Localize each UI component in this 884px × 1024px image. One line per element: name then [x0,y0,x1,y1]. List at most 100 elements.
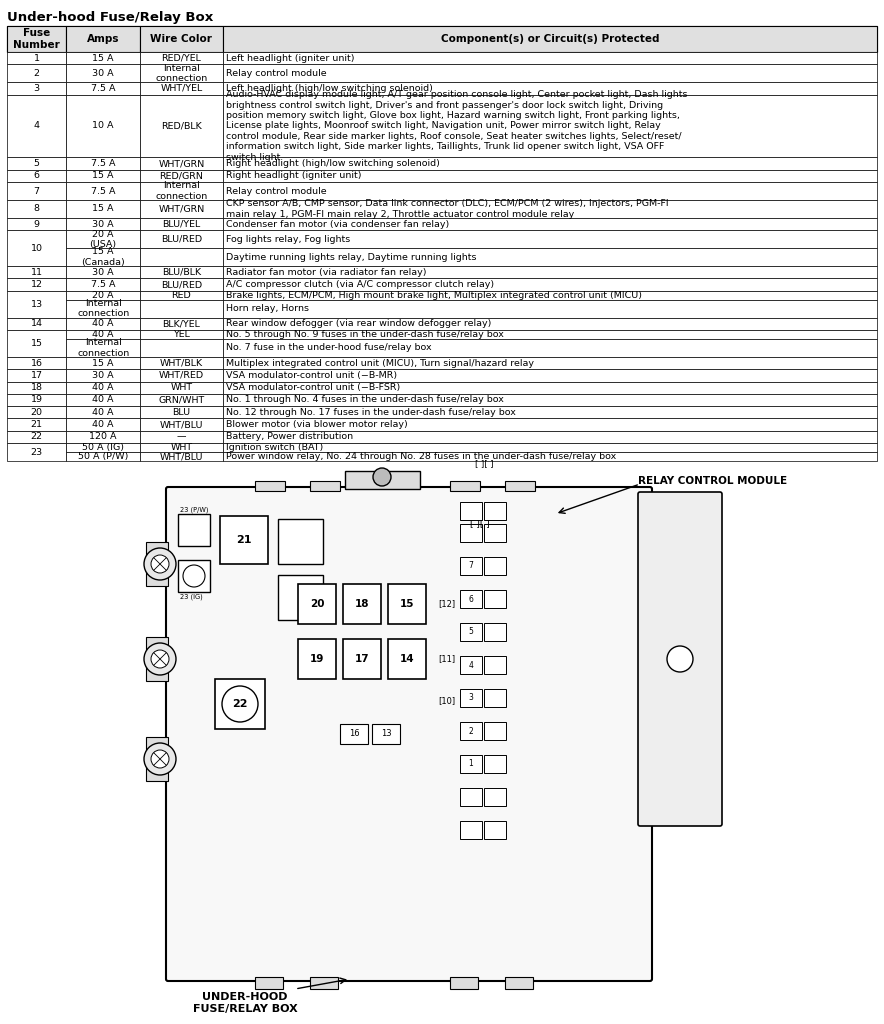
Bar [140,452,223,461]
Bar [140,300,223,317]
Bar [505,977,533,989]
Text: 21: 21 [31,420,42,429]
Bar [460,557,482,575]
Text: Amps: Amps [87,34,119,44]
Text: Audio-HVAC display module light, A/T gear position console light, Center pocket : Audio-HVAC display module light, A/T gea… [225,90,687,162]
Text: 40 A: 40 A [93,408,114,417]
Text: 8: 8 [34,205,40,213]
Text: Internal
connection: Internal connection [77,299,129,318]
Text: 13: 13 [381,729,392,738]
Text: [ ][ ]: [ ][ ] [470,519,490,528]
Bar [298,639,336,679]
Text: WHT: WHT [171,443,193,452]
Text: 5: 5 [469,628,474,637]
Bar [7,26,877,52]
Circle shape [151,555,169,573]
Bar [140,230,223,248]
Bar [140,218,223,230]
Text: Fog lights relay, Fog lights: Fog lights relay, Fog lights [225,234,350,244]
Bar [223,291,877,300]
Bar [484,788,506,806]
Text: [ ][ ]: [ ][ ] [475,460,493,469]
Bar [310,481,340,490]
Bar [223,330,877,339]
Bar [223,431,877,443]
Bar [66,300,140,317]
Text: Internal
connection: Internal connection [156,181,208,201]
Bar [66,26,140,52]
Text: 50 A (P/W): 50 A (P/W) [78,452,128,461]
Bar [223,452,877,461]
Bar [7,182,66,200]
Text: 19: 19 [31,395,42,404]
Bar [372,724,400,744]
Bar [66,182,140,200]
Bar [66,170,140,182]
Bar [7,394,66,407]
Bar [7,230,66,266]
Text: 17: 17 [31,371,42,380]
Bar [388,584,426,624]
Text: BLU/YEL: BLU/YEL [163,219,201,228]
Bar [223,443,877,452]
Text: VSA modulator-control unit (−B-MR): VSA modulator-control unit (−B-MR) [225,371,397,380]
Text: VSA modulator-control unit (−B-FSR): VSA modulator-control unit (−B-FSR) [225,383,400,392]
Text: 12: 12 [31,281,42,289]
Bar [7,218,66,230]
Text: 40 A: 40 A [93,319,114,329]
Bar [343,639,381,679]
Bar [345,471,420,489]
Bar [223,200,877,218]
Bar [66,279,140,291]
Text: 16: 16 [348,729,359,738]
Text: 6: 6 [469,595,474,603]
Bar [450,977,478,989]
Text: Condenser fan motor (via condenser fan relay): Condenser fan motor (via condenser fan r… [225,219,449,228]
Text: 30 A: 30 A [92,371,114,380]
Text: WHT/YEL: WHT/YEL [160,84,202,93]
Circle shape [183,565,205,587]
Text: Relay control module: Relay control module [225,186,326,196]
Text: 14: 14 [31,319,42,329]
Bar [484,722,506,740]
Text: 7.5 A: 7.5 A [91,84,116,93]
Bar [7,170,66,182]
Text: RELAY CONTROL MODULE: RELAY CONTROL MODULE [638,476,787,486]
Bar [66,370,140,382]
Bar [140,200,223,218]
Text: 3: 3 [34,84,40,93]
Text: 50 A (IG): 50 A (IG) [82,443,124,452]
Bar [255,977,283,989]
Bar [223,26,877,52]
Circle shape [144,548,176,580]
Bar [223,407,877,419]
Text: 23 (IG): 23 (IG) [180,594,202,600]
Text: 21: 21 [236,535,252,545]
Text: Ignition switch (BAT): Ignition switch (BAT) [225,443,323,452]
Text: RED/BLK: RED/BLK [161,122,202,130]
Text: Blower motor (via blower motor relay): Blower motor (via blower motor relay) [225,420,408,429]
Text: 7: 7 [34,186,40,196]
Bar [7,200,66,218]
Bar [66,230,140,248]
Text: Multiplex integrated control unit (MICU), Turn signal/hazard relay: Multiplex integrated control unit (MICU)… [225,358,534,368]
Bar [484,623,506,641]
Text: Rear window defogger (via rear window defogger relay): Rear window defogger (via rear window de… [225,319,492,329]
Bar [66,452,140,461]
Text: 7.5 A: 7.5 A [91,159,116,168]
Bar [255,481,285,490]
Circle shape [144,643,176,675]
Bar [140,279,223,291]
Text: No. 12 through No. 17 fuses in the under-dash fuse/relay box: No. 12 through No. 17 fuses in the under… [225,408,515,417]
Text: WHT/BLU: WHT/BLU [160,452,203,461]
Text: 10 A: 10 A [93,122,114,130]
Bar [223,52,877,65]
Bar [140,382,223,394]
Bar [484,689,506,707]
Text: 40 A: 40 A [93,383,114,392]
Text: BLU: BLU [172,408,190,417]
Bar [484,590,506,608]
Text: Brake lights, ECM/PCM, High mount brake light, Multiplex integrated control unit: Brake lights, ECM/PCM, High mount brake … [225,291,642,300]
Bar [460,524,482,542]
Bar [343,584,381,624]
